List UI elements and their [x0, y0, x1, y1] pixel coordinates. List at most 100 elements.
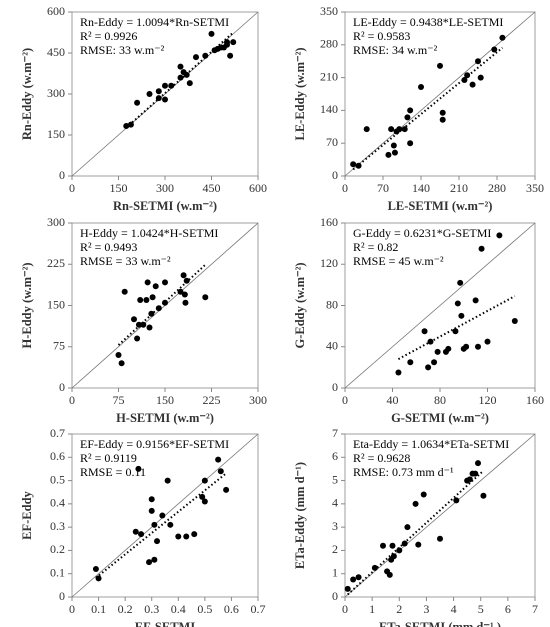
- data-point: [475, 343, 481, 350]
- x-tick-label: 0.2: [118, 602, 133, 616]
- data-point: [464, 72, 471, 79]
- panel: 0 1 2 3 4 5 6 7 0 1 2 3 4 5 6 7 ETa-SETMI (mm d⁻¹ ) ETa-E…: [293, 426, 538, 627]
- data-point: [177, 74, 184, 81]
- data-point: [162, 96, 168, 103]
- plot-area: [71, 433, 259, 598]
- data-point: [186, 80, 193, 87]
- data-point: [164, 477, 171, 484]
- data-point: [144, 279, 151, 286]
- fit-line: [95, 472, 227, 579]
- data-point: [445, 345, 452, 352]
- x-tick-label: 0.1: [91, 602, 106, 616]
- x-tick-label: 0.5: [197, 602, 212, 616]
- data-point: [92, 566, 99, 573]
- y-tick-label: 0: [59, 168, 65, 182]
- x-tick-label: 7: [532, 602, 538, 616]
- data-point: [168, 82, 175, 89]
- x-tick-label: 80: [434, 393, 446, 407]
- data-point: [202, 52, 209, 59]
- data-point: [439, 109, 446, 116]
- annotation: H-Eddy = 1.0424*H-SETMI: [80, 226, 218, 240]
- data-point: [427, 338, 434, 345]
- data-point: [175, 533, 182, 540]
- data-point: [437, 62, 443, 69]
- data-point: [477, 74, 484, 81]
- x-tick-label: 75: [113, 393, 125, 407]
- data-point: [155, 305, 162, 312]
- y-tick-label: 0.4: [50, 496, 65, 510]
- y-axis-label: EF-Eddy: [20, 490, 34, 539]
- data-point: [472, 470, 479, 477]
- x-axis-label: EF-SETMI: [135, 620, 196, 627]
- y-tick-label: 280: [320, 37, 338, 51]
- data-point: [223, 486, 230, 493]
- data-point: [355, 162, 362, 169]
- x-tick-label: 120: [479, 393, 497, 407]
- data-point: [183, 277, 190, 284]
- data-point: [480, 492, 487, 499]
- y-tick-label: 70: [326, 135, 338, 149]
- x-tick-label: 150: [156, 393, 174, 407]
- x-tick-label: 70: [377, 181, 389, 195]
- y-axis-label: LE-Eddy (w.m⁻²): [293, 48, 307, 141]
- data-point: [154, 538, 161, 545]
- data-point: [151, 521, 158, 528]
- data-point: [401, 126, 408, 133]
- data-point: [472, 297, 479, 304]
- data-point: [177, 63, 184, 70]
- y-tick-label: 5: [332, 472, 338, 486]
- data-point: [439, 116, 446, 123]
- data-point: [201, 498, 208, 505]
- x-tick-label: 1: [369, 602, 375, 616]
- panel: 0 70 140 210 280 350 0 70 140 210 280 350 LE-SETMI (…: [293, 4, 544, 213]
- y-tick-label: 450: [47, 45, 65, 59]
- data-point: [418, 83, 424, 90]
- x-tick-label: 0.7: [251, 602, 266, 616]
- x-tick-label: 0: [342, 181, 348, 195]
- data-point: [391, 149, 398, 156]
- x-tick-label: 0: [342, 602, 348, 616]
- data-point: [421, 328, 428, 335]
- y-tick-label: 1: [332, 565, 338, 579]
- data-point: [138, 531, 145, 538]
- x-tick-label: 4: [451, 602, 457, 616]
- data-point: [162, 82, 168, 89]
- annotation: LE-Eddy = 0.9438*LE-SETMI: [353, 15, 503, 29]
- data-point: [453, 497, 460, 504]
- data-point: [134, 99, 141, 106]
- data-point: [224, 41, 230, 48]
- data-point: [390, 142, 397, 149]
- y-tick-label: 0.7: [50, 426, 65, 440]
- data-point: [355, 574, 362, 581]
- y-tick-label: 0.2: [50, 542, 65, 556]
- data-point: [463, 343, 470, 350]
- x-tick-label: 150: [110, 181, 128, 195]
- y-tick-label: 4: [332, 496, 338, 510]
- x-tick-label: 225: [203, 393, 221, 407]
- data-point: [191, 531, 198, 538]
- x-tick-label: 280: [488, 181, 506, 195]
- data-point: [434, 348, 441, 355]
- data-point: [363, 126, 370, 133]
- annotation: R² = 0.82: [353, 240, 398, 254]
- data-point: [148, 310, 155, 317]
- data-point: [182, 299, 189, 306]
- x-tick-label: 0: [342, 393, 348, 407]
- annotation: R² = 0.9926: [80, 29, 137, 43]
- annotation: RMSE: 33 w.m⁻²: [80, 43, 165, 57]
- y-tick-label: 0: [332, 589, 338, 603]
- data-point: [132, 528, 139, 535]
- data-point: [131, 316, 137, 323]
- y-tick-label: 350: [320, 4, 338, 18]
- annotation: G-Eddy = 0.6231*G-SETMI: [353, 226, 491, 240]
- x-tick-label: 2: [396, 602, 402, 616]
- x-axis-label: H-SETMI (w.m⁻²): [116, 411, 214, 425]
- data-point: [350, 161, 357, 168]
- y-tick-label: 160: [320, 215, 338, 229]
- y-tick-label: 150: [47, 297, 65, 311]
- x-tick-label: 300: [249, 393, 267, 407]
- data-point: [466, 476, 473, 483]
- y-tick-label: 300: [47, 86, 65, 100]
- data-point: [177, 288, 184, 295]
